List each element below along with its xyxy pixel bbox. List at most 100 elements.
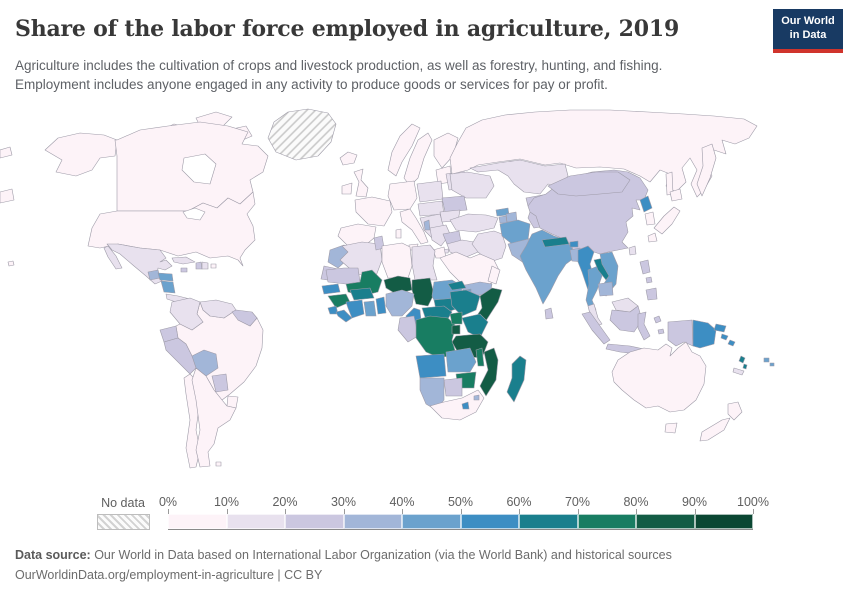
legend-bin[interactable] xyxy=(460,514,519,529)
country-solomon-islands[interactable]: Solomon Islands xyxy=(727,339,736,347)
country-angola[interactable]: Angola xyxy=(415,353,447,379)
country-kazakhstan[interactable]: Kazakhstan xyxy=(469,159,569,195)
country-italy[interactable]: Italy xyxy=(399,208,429,245)
country-mexico[interactable]: Mexico xyxy=(103,245,123,270)
country-philippines[interactable]: Philippines xyxy=(645,287,658,301)
country-norway[interactable]: Norway xyxy=(387,123,421,177)
country-haiti[interactable]: Haiti xyxy=(195,261,203,270)
country-australia[interactable]: Australia xyxy=(611,341,707,413)
country-fiji[interactable]: Fiji xyxy=(763,357,770,363)
country-south-korea[interactable]: South Korea xyxy=(644,211,656,226)
country-indonesia[interactable]: Indonesia xyxy=(637,311,651,341)
country-senegal[interactable]: Senegal xyxy=(321,283,341,295)
country-indonesia[interactable]: Indonesia xyxy=(653,315,662,324)
country-botswana[interactable]: Botswana xyxy=(443,377,463,397)
country-germany-central[interactable]: Germany & Central Europe xyxy=(387,180,418,211)
country-japan[interactable]: Japan xyxy=(647,232,658,243)
country-armenia[interactable]: Armenia xyxy=(498,215,508,224)
country-romania[interactable]: Romania xyxy=(441,195,468,213)
owid-logo[interactable]: Our World in Data xyxy=(773,9,843,53)
country-indonesia[interactable]: Indonesia xyxy=(667,319,694,347)
country-chad[interactable]: Chad xyxy=(411,277,435,307)
country-japan[interactable]: Japan xyxy=(669,188,683,202)
country-fiji[interactable]: Fiji xyxy=(769,362,775,367)
country-uganda[interactable]: Uganda xyxy=(449,311,463,325)
country-madagascar[interactable]: Madagascar xyxy=(506,355,527,403)
country-puerto-rico[interactable]: Puerto Rico xyxy=(210,263,217,269)
country-solomon-islands[interactable]: Solomon Islands xyxy=(720,333,729,341)
country-philippines[interactable]: Philippines xyxy=(645,276,653,284)
country-russia[interactable]: Russia xyxy=(449,109,758,198)
country-ireland[interactable]: Ireland xyxy=(341,182,353,195)
country-italy[interactable]: Italy xyxy=(395,228,402,239)
country-vanuatu[interactable]: Vanuatu xyxy=(742,363,748,370)
country-iceland[interactable]: Iceland xyxy=(339,151,358,166)
country-jamaica[interactable]: Jamaica xyxy=(180,267,188,273)
country-rwanda-burundi[interactable]: Rwanda & Burundi xyxy=(451,324,461,335)
country-usa[interactable]: United States xyxy=(44,132,118,177)
country-usa[interactable]: United States xyxy=(87,191,256,267)
country-taiwan[interactable]: Taiwan xyxy=(628,245,637,256)
legend-bin[interactable] xyxy=(285,514,344,529)
legend-bin[interactable] xyxy=(519,514,578,529)
country-france[interactable]: France xyxy=(354,196,393,227)
country-north-korea[interactable]: North Korea xyxy=(639,195,653,213)
country-guinea[interactable]: Guinea xyxy=(327,293,351,309)
country-burkina-faso[interactable]: Burkina Faso xyxy=(349,287,375,301)
country-nicaragua[interactable]: Nicaragua xyxy=(160,280,176,294)
country-ethiopia[interactable]: Ethiopia xyxy=(449,289,481,317)
country-colombia[interactable]: Colombia xyxy=(169,297,204,331)
country-new-caledonia[interactable]: New Caledonia xyxy=(732,367,745,376)
country-venezuela[interactable]: Venezuela xyxy=(199,299,237,319)
country-russia[interactable]: Russia xyxy=(0,146,13,159)
country-togo-benin[interactable]: Togo & Benin xyxy=(375,296,387,315)
country-south-africa[interactable]: South Africa xyxy=(429,389,485,421)
country-iran[interactable]: Iran xyxy=(471,230,507,263)
country-lesotho[interactable]: Lesotho xyxy=(461,401,470,410)
country-egypt[interactable]: Egypt xyxy=(411,244,438,281)
country-indonesia[interactable]: Indonesia xyxy=(657,328,665,335)
country-nigeria[interactable]: Nigeria xyxy=(385,289,415,317)
country-malawi[interactable]: Malawi xyxy=(475,347,485,367)
country-uk[interactable]: United Kingdom xyxy=(353,168,369,198)
country-guatemala[interactable]: Guatemala xyxy=(147,269,161,281)
country-oman[interactable]: Oman xyxy=(487,265,501,285)
country-japan[interactable]: Japan xyxy=(653,206,681,235)
country-vanuatu[interactable]: Vanuatu xyxy=(738,355,746,364)
legend-bin[interactable] xyxy=(636,514,695,529)
country-dominican-republic[interactable]: Dominican Republic xyxy=(201,261,209,270)
country-ivory-coast[interactable]: Cote d'Ivoire xyxy=(345,299,365,319)
country-russia[interactable]: Russia xyxy=(0,188,15,204)
country-australia[interactable]: Australia xyxy=(664,422,678,434)
country-libya[interactable]: Libya xyxy=(381,242,413,279)
legend-bin[interactable] xyxy=(226,514,285,529)
country-new-zealand[interactable]: New Zealand xyxy=(699,417,731,442)
country-nepal[interactable]: Nepal xyxy=(541,236,570,248)
country-ukraine[interactable]: Ukraine xyxy=(449,171,495,199)
country-sri-lanka[interactable]: Sri Lanka xyxy=(544,307,554,320)
country-bhutan[interactable]: Bhutan xyxy=(569,240,579,248)
country-paraguay[interactable]: Paraguay xyxy=(211,373,229,393)
country-png[interactable]: Papua New Guinea xyxy=(713,323,727,333)
country-mozambique[interactable]: Mozambique xyxy=(479,347,499,397)
country-eritrea[interactable]: Eritrea xyxy=(447,280,467,291)
country-mongolia[interactable]: Mongolia xyxy=(547,171,631,197)
country-honduras[interactable]: Honduras xyxy=(157,272,174,282)
legend-bin[interactable] xyxy=(343,514,402,529)
country-mauritania[interactable]: Mauritania xyxy=(325,267,361,285)
country-liberia[interactable]: Liberia xyxy=(335,309,353,323)
legend-bin[interactable] xyxy=(694,514,753,529)
country-guyana-suriname[interactable]: Guyana & Suriname xyxy=(231,309,258,327)
legend-bin[interactable] xyxy=(168,514,227,529)
country-albania[interactable]: Albania xyxy=(423,219,431,231)
country-poland[interactable]: Poland xyxy=(416,180,444,203)
country-cambodia[interactable]: Cambodia xyxy=(597,281,614,297)
country-argentina[interactable]: Argentina xyxy=(191,367,237,468)
country-png[interactable]: Papua New Guinea xyxy=(692,319,717,349)
country-kenya[interactable]: Kenya xyxy=(461,313,489,339)
legend-bin[interactable] xyxy=(577,514,636,529)
country-ghana[interactable]: Ghana xyxy=(363,300,377,317)
country-usa[interactable]: United States xyxy=(7,260,15,267)
country-dr-congo[interactable]: DR Congo xyxy=(415,315,457,359)
country-indonesia[interactable]: Indonesia xyxy=(581,311,611,345)
